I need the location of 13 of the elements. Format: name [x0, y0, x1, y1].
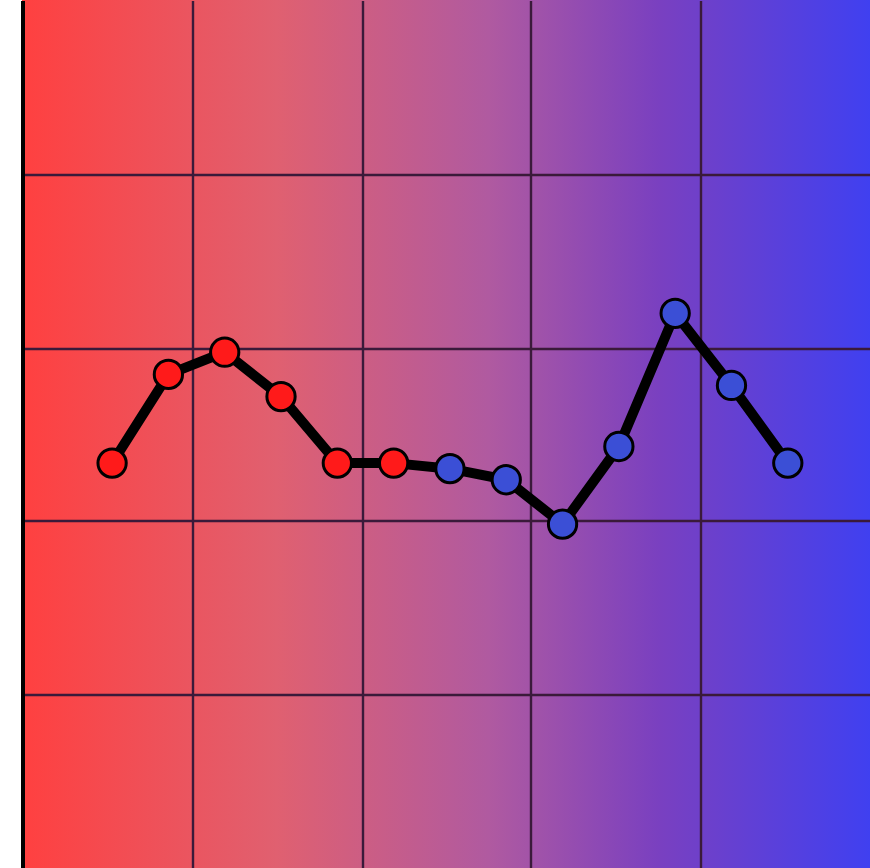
point	[434, 453, 466, 485]
point	[209, 336, 241, 368]
point	[772, 447, 804, 479]
point	[152, 358, 185, 390]
point	[715, 369, 748, 402]
point	[377, 447, 410, 479]
point	[659, 297, 691, 329]
point	[96, 447, 128, 479]
point	[265, 380, 297, 413]
point	[490, 464, 522, 496]
point	[603, 430, 635, 463]
point	[321, 447, 353, 479]
point	[546, 508, 579, 540]
